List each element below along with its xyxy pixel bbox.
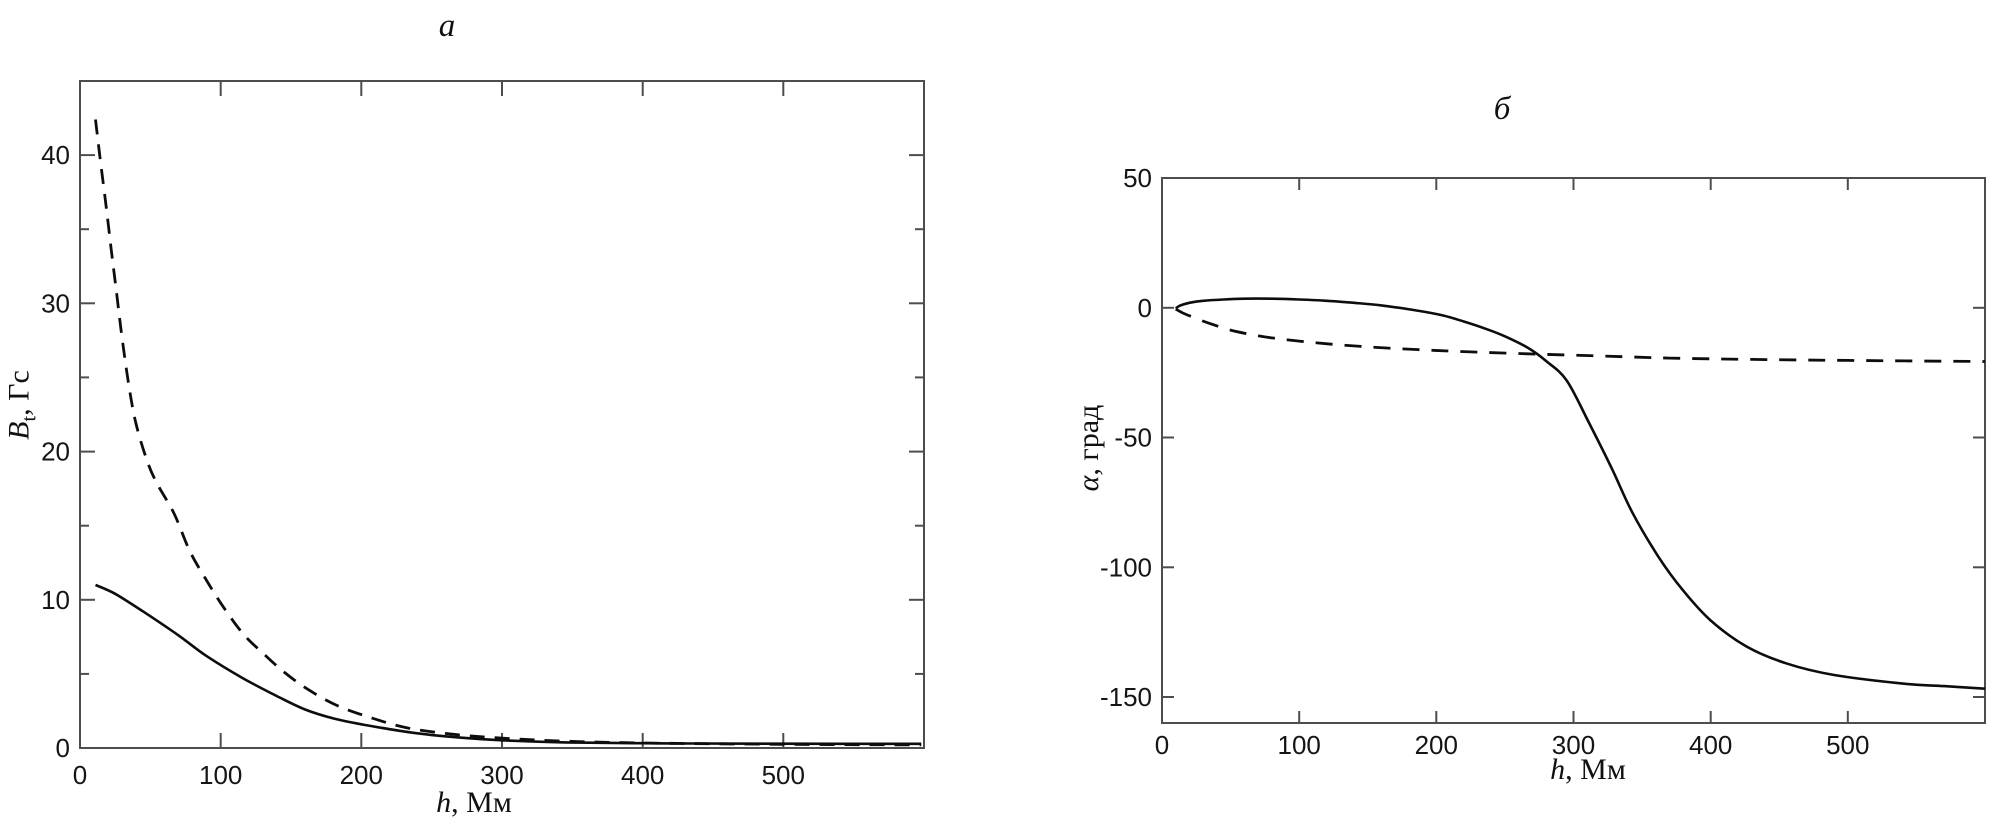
panel-b-title: б — [1493, 91, 1511, 127]
panel-a-y-tick-label: 40 — [41, 140, 70, 170]
y-variable-subscript: t — [18, 415, 41, 422]
x-unit: , Мм — [451, 786, 512, 819]
panel-a-series-solid — [94, 583, 922, 746]
panel-b-x-tick-label: 400 — [1689, 730, 1732, 760]
x-variable: h — [436, 786, 452, 819]
panel-a-y-tick-label: 10 — [41, 585, 70, 615]
x-unit: , Мм — [1565, 753, 1626, 786]
panel-a-x-tick-label: 500 — [762, 760, 805, 790]
panel-b-x-tick-label: 500 — [1826, 730, 1869, 760]
panel-a-y-tick-label: 0 — [56, 733, 70, 763]
panel-a-series-dashed — [94, 119, 922, 747]
panel-a-x-tick-label: 200 — [340, 760, 383, 790]
panel-b-y-tick-label: 50 — [1123, 163, 1152, 193]
y-unit: , Гс — [2, 370, 36, 416]
panel-b-x-tick-label: 200 — [1415, 730, 1458, 760]
panel-a-x-tick-label: 300 — [480, 760, 523, 790]
panel-b-axes-box — [1161, 177, 1986, 724]
panel-b-series-dashed — [1175, 307, 1986, 363]
panel-b-y-tick-label: -100 — [1100, 552, 1152, 582]
panel-a-y-axis-label: Bt, Гс — [2, 370, 41, 440]
y-variable: α — [1072, 475, 1105, 492]
panel-b-x-tick-label: 300 — [1552, 730, 1595, 760]
panel-a-x-tick-label: 0 — [73, 760, 87, 790]
panel-a-x-tick-label: 400 — [621, 760, 664, 790]
panel-a-axes-box — [79, 80, 925, 749]
panel-b-x-tick-label: 0 — [1155, 730, 1169, 760]
panel-a-x-axis-label: h, Мм — [436, 788, 512, 818]
panel-b-y-axis-label: α, град — [1072, 404, 1105, 492]
panel-b-series-solid — [1174, 297, 1986, 690]
panel-b-y-tick-label: -150 — [1100, 682, 1152, 712]
panel-b-x-tick-label: 100 — [1278, 730, 1321, 760]
panel-a-y-tick-label: 30 — [41, 288, 70, 318]
y-variable: B — [2, 421, 36, 440]
panel-a-y-tick-label: 20 — [41, 437, 70, 467]
panel-b-x-axis-label: h, Мм — [1550, 755, 1626, 785]
panel-b-y-tick-label: -50 — [1114, 423, 1152, 453]
panel-b-y-tick-label: 0 — [1138, 293, 1152, 323]
x-variable: h — [1550, 753, 1566, 786]
panel-a-x-tick-label: 100 — [199, 760, 242, 790]
panel-a-title: а — [438, 8, 456, 44]
y-unit: , град — [1072, 404, 1105, 476]
